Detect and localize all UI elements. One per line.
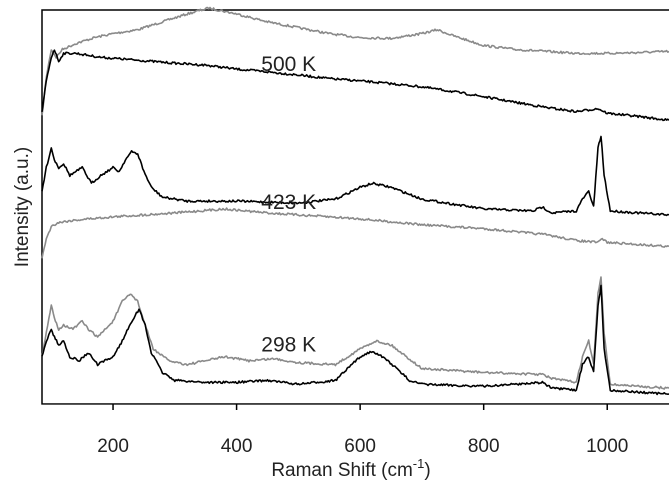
x-tick-label: 1000 xyxy=(586,436,628,457)
x-axis-ticks: 200 400 600 800 1000 xyxy=(97,404,628,457)
plot-frame xyxy=(41,9,669,405)
spectrum-line-4 xyxy=(41,207,669,259)
frame-mask xyxy=(0,404,669,409)
temperature-label: 423 K xyxy=(261,191,316,214)
x-axis-title-main: Raman Shift (cm xyxy=(271,460,412,481)
x-tick-label: 200 xyxy=(97,436,129,457)
x-axis-title-sup: -1 xyxy=(413,456,425,471)
x-tick-label: 400 xyxy=(221,436,253,457)
temperature-label: 500 K xyxy=(261,53,316,76)
x-tick-label: 800 xyxy=(468,436,500,457)
y-axis-title: Intensity (a.u.) xyxy=(12,147,33,267)
spectrum-line-5 xyxy=(41,276,669,390)
spectrum-line-2 xyxy=(41,49,669,122)
x-axis-title: Raman Shift (cm-1) xyxy=(271,456,430,481)
spectrum-line-3 xyxy=(41,135,669,217)
annotations: 500 K 423 K 298 K xyxy=(261,53,316,357)
spectrum-line-6 xyxy=(41,284,669,396)
temperature-label: 298 K xyxy=(261,334,316,357)
series-layer xyxy=(0,6,669,409)
x-tick-label: 600 xyxy=(344,436,376,457)
spectrum-line-1 xyxy=(41,6,669,116)
x-axis-title-tail: ) xyxy=(424,460,430,481)
